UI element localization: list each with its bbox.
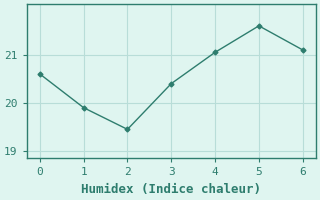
X-axis label: Humidex (Indice chaleur): Humidex (Indice chaleur) — [81, 183, 261, 196]
